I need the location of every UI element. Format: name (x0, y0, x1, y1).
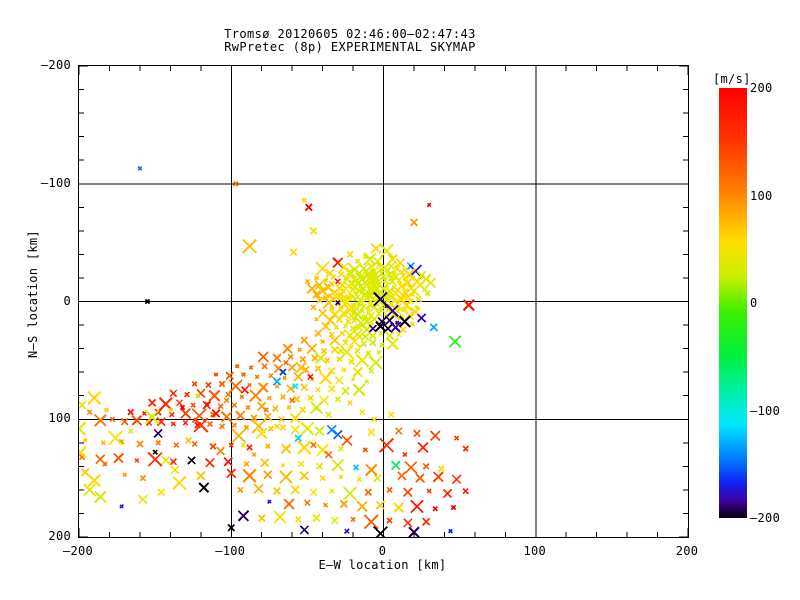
x-tick-label: ‒100 (215, 544, 246, 558)
x-tick-label: ‒200 (62, 544, 94, 558)
scatter-points-layer (79, 166, 475, 537)
colorbar-tick-label: 200 (750, 81, 773, 95)
title-line-2: RwPretec (8p) EXPERIMENTAL SKYMAP (224, 40, 476, 54)
plot-inner (79, 66, 688, 537)
x-tick-label: 200 (675, 544, 699, 558)
colorbar-tick-label: 100 (750, 188, 773, 203)
y-tick-label: 0 (63, 293, 71, 308)
colorbar (719, 88, 747, 518)
colorbar-tick-label: 0 (750, 296, 758, 310)
chart-title-block: Tromsø 20120605 02:46:00‒02:47:43 RwPret… (0, 28, 700, 54)
x-axis-label: E‒W location [km] (318, 558, 447, 572)
colorbar-unit-label: [m/s] (713, 72, 751, 86)
y-tick-label: 200 (48, 529, 71, 543)
y-axis-label: N‒S location [km] (26, 230, 40, 358)
colorbar-tick-label: ‒200 (750, 511, 781, 525)
colorbar-tick-label: ‒100 (750, 403, 781, 418)
colorbar-gradient (719, 88, 747, 518)
axis-ticks (78, 65, 689, 538)
x-tick-label: 100 (523, 544, 547, 558)
y-tick-label: ‒200 (40, 58, 71, 72)
title-line-1: Tromsø 20120605 02:46:00‒02:47:43 (224, 27, 476, 41)
plot-area (78, 65, 689, 538)
y-tick-label: ‒100 (40, 175, 71, 190)
y-tick-label: 100 (48, 411, 71, 426)
x-tick-label: 0 (378, 544, 387, 558)
